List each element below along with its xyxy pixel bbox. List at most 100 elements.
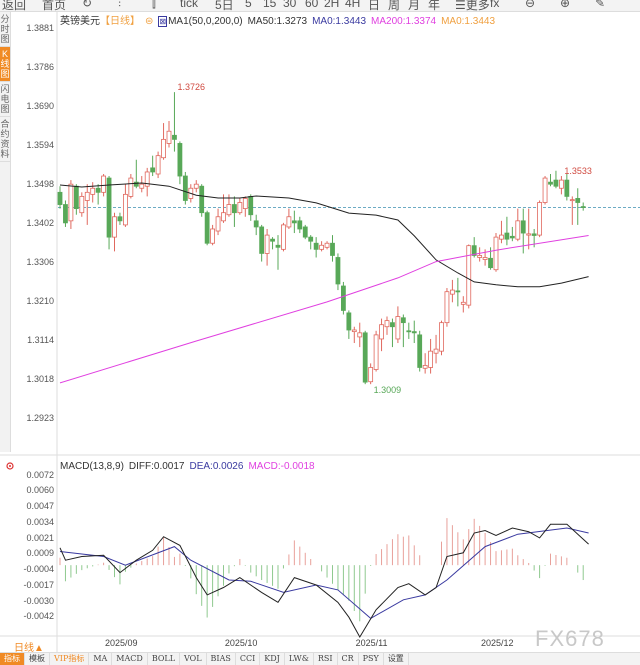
toolbar-item-5[interactable]: tick [180, 0, 198, 10]
candle [68, 180, 74, 229]
candle [308, 235, 314, 250]
candle [242, 196, 248, 217]
price-tick-label: 1.3210 [26, 296, 54, 307]
toolbar-item-10[interactable]: 60 [305, 0, 319, 10]
candle [466, 244, 472, 309]
macd-tick-label: -0.0004 [23, 564, 54, 575]
indicator-tab-0[interactable]: 指标 [0, 653, 25, 665]
price-legend: 英镑美元【日线】 ⊜ ⊠ MA1(50,0,200,0) MA50:1.3273 MA0:… [60, 12, 500, 27]
candle [357, 322, 363, 348]
candle [95, 184, 101, 205]
candle [106, 176, 112, 250]
candle [384, 316, 390, 335]
dea-line [59, 527, 589, 620]
toolbar-item-12[interactable]: 4H [345, 0, 361, 10]
macd-tick-label: -0.0030 [23, 596, 54, 607]
macd-tick-label: -0.0042 [23, 611, 54, 622]
toolbar-item-21[interactable]: ✎ [595, 0, 606, 10]
toolbar-item-3[interactable]: ⫶ [118, 0, 122, 10]
candle [155, 151, 161, 179]
toolbar-item-8[interactable]: 15 [263, 0, 277, 10]
legend-ma0-b: MA0:1.3443 [441, 16, 496, 27]
candle [395, 306, 401, 344]
candle [509, 226, 515, 242]
toolbar-item-14[interactable]: 周 [388, 0, 401, 12]
candle [123, 184, 128, 227]
toolbar-item-1[interactable]: 首页 [42, 0, 67, 12]
period-selector[interactable]: 日线▲ [14, 643, 44, 654]
candle [90, 182, 96, 203]
candle [161, 123, 166, 160]
indicator-tab-6[interactable]: VOL [180, 653, 207, 665]
macd-legend: MACD(13,8,9) DIFF:0.0017 DEA:0.0026 MACD:-0… [60, 461, 320, 472]
legend-symbol: 英镑美元 [60, 16, 100, 27]
view-tab-1[interactable]: K线图 [0, 47, 10, 82]
view-tab-2[interactable]: 闪电图 [0, 82, 10, 117]
price-annotation: 1.3533 [564, 166, 592, 177]
toolbar-item-13[interactable]: 日 [368, 0, 381, 12]
view-tab-0[interactable]: 分时图 [0, 12, 10, 47]
indicator-tab-11[interactable]: RSI [314, 653, 338, 665]
toolbar-item-0[interactable]: 返回 [2, 0, 27, 12]
date-tick-label: 2025/10 [224, 638, 258, 648]
candle [460, 296, 466, 313]
indicator-tab-8[interactable]: CCI [236, 653, 261, 665]
top-toolbar: 返回 首页 ↻ ⫶ ⫿ tick 5日 5 15 30 60 2H 4H 日周月年 ☰更多 fx ⊖ ⊕ ✎ [0, 0, 640, 12]
candle [580, 202, 586, 211]
candle [253, 214, 259, 236]
view-tab-3[interactable]: 合约资料 [0, 117, 10, 162]
price-tick-label: 1.3881 [26, 23, 54, 33]
indicator-tab-2[interactable]: VIP指标 [50, 653, 90, 665]
legend-ma0-a: MA0:1.3443 [312, 16, 367, 27]
macd-tick-label: 0.0021 [26, 533, 54, 544]
candle [537, 200, 542, 238]
price-tick-label: 1.3306 [26, 257, 54, 268]
indicator-tab-4[interactable]: MACD [112, 653, 148, 665]
indicator-tab-9[interactable]: KDJ [260, 653, 285, 665]
macd-tick-label: -0.0017 [23, 580, 54, 591]
candle [248, 194, 254, 221]
toolbar-item-20[interactable]: ⊕ [560, 0, 571, 10]
toolbar-item-4[interactable]: ⫿ [152, 0, 156, 10]
candle [515, 208, 521, 242]
legend-ma200: MA200:1.3374 [371, 16, 437, 27]
candle [422, 353, 428, 374]
candle [302, 224, 308, 240]
indicator-tab-7[interactable]: BIAS [207, 653, 236, 665]
indicator-tab-13[interactable]: PSY [359, 653, 384, 665]
toolbar-item-6[interactable]: 5日 [215, 0, 234, 12]
candle [526, 208, 532, 250]
indicator-tab-12[interactable]: CR [338, 653, 359, 665]
indicator-tab-14[interactable]: 设置 [384, 653, 409, 665]
toolbar-item-11[interactable]: 2H [324, 0, 340, 10]
candle [281, 222, 286, 252]
legend-lock-icon[interactable]: ⊜ [145, 16, 154, 27]
toolbar-item-16[interactable]: 年 [428, 0, 441, 12]
toolbar-item-15[interactable]: 月 [408, 0, 421, 12]
indicator-tab-1[interactable]: 模板 [25, 653, 50, 665]
macd-settings-icon[interactable] [6, 462, 14, 470]
candle [400, 314, 406, 348]
indicator-tab-3[interactable]: MA [89, 653, 113, 665]
toolbar-item-17[interactable]: ☰更多 [455, 0, 490, 12]
candle [270, 237, 275, 250]
date-tick-label: 2025/11 [355, 638, 388, 648]
indicator-tab-5[interactable]: BOLL [148, 653, 181, 665]
candle [455, 277, 461, 307]
watermark: FX678 [535, 626, 605, 651]
date-tick-label: 2025/09 [104, 638, 138, 648]
macd-value: MACD:-0.0018 [248, 461, 315, 472]
toolbar-item-18[interactable]: fx [490, 0, 500, 10]
toolbar-item-9[interactable]: 30 [283, 0, 297, 10]
candle [204, 210, 210, 246]
candle [335, 253, 341, 291]
macd-name: MACD(13,8,9) [60, 461, 124, 472]
candle [351, 326, 357, 344]
indicator-tab-10[interactable]: LW& [285, 653, 314, 665]
toolbar-item-7[interactable]: 5 [245, 0, 252, 10]
toolbar-item-2[interactable]: ↻ [82, 0, 93, 10]
ma-settings-icon[interactable]: ⊠ [158, 16, 168, 27]
toolbar-item-19[interactable]: ⊖ [525, 0, 536, 10]
price-tick-label: 1.3114 [27, 335, 54, 346]
